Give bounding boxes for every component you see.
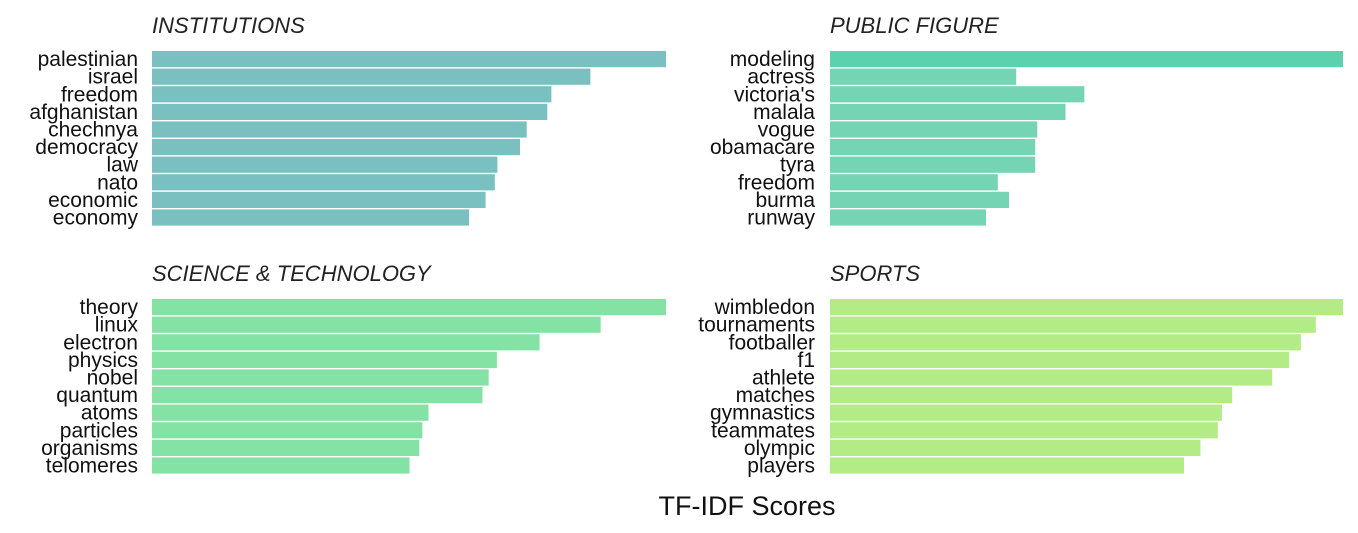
bar-nato — [152, 174, 495, 191]
y-tick-label: telomeres — [46, 455, 138, 478]
bar-f1 — [830, 351, 1290, 368]
y-tick-label: physics — [68, 349, 138, 372]
y-tick-label: runway — [747, 207, 815, 230]
bar-victoria-s — [830, 86, 1085, 103]
facets-group: INSTITUTIONSpalestinianisraelfreedomafgh… — [29, 13, 1343, 478]
bar-law — [152, 156, 498, 173]
bar-palestinian — [152, 51, 666, 68]
bar-quantum — [152, 387, 483, 404]
y-tick-label: burma — [755, 189, 815, 212]
bar-freedom — [830, 174, 998, 191]
bar-gymnastics — [830, 404, 1222, 421]
bar-theory — [152, 299, 666, 316]
y-tick-label: vogue — [758, 119, 815, 142]
bar-israel — [152, 68, 591, 85]
facet-science-technology: SCIENCE & TECHNOLOGYtheorylinuxelectronp… — [41, 261, 666, 478]
y-tick-label: freedom — [61, 83, 138, 106]
bar-matches — [830, 387, 1233, 404]
bar-chechnya — [152, 121, 527, 138]
y-tick-label: teammates — [711, 419, 815, 442]
bar-obamacare — [830, 139, 1036, 156]
y-tick-label: nobel — [87, 367, 138, 390]
y-tick-label: obamacare — [710, 136, 815, 159]
bar-democracy — [152, 139, 520, 156]
bar-wimbledon — [830, 299, 1343, 316]
y-tick-label: law — [106, 154, 138, 177]
bar-malala — [830, 103, 1066, 120]
bar-modeling — [830, 51, 1343, 68]
bar-players — [830, 457, 1184, 474]
bar-economy — [152, 209, 470, 226]
y-tick-label: matches — [736, 384, 815, 407]
facet-sports: SPORTS wimbledontournamentsfootballerf1at… — [698, 261, 1343, 478]
bar-runway — [830, 209, 986, 226]
bar-economic — [152, 191, 486, 208]
y-tick-label: economy — [53, 207, 139, 230]
y-tick-label: footballer — [729, 331, 815, 354]
bar-electron — [152, 334, 540, 351]
bar-physics — [152, 351, 497, 368]
facet-title: PUBLIC FIGURE — [830, 13, 999, 38]
bar-particles — [152, 422, 423, 439]
y-tick-label: particles — [60, 419, 138, 442]
bar-nobel — [152, 369, 489, 386]
y-tick-label: tournaments — [698, 314, 815, 337]
y-tick-label: palestinian — [38, 48, 138, 71]
facet-title: SCIENCE & TECHNOLOGY — [152, 261, 432, 286]
bar-freedom — [152, 86, 552, 103]
bar-olympic — [830, 439, 1201, 456]
facet-title: INSTITUTIONS — [152, 13, 305, 38]
bar-telomeres — [152, 457, 410, 474]
y-tick-label: athlete — [752, 367, 815, 390]
bar-burma — [830, 191, 1009, 208]
y-tick-label: players — [747, 455, 815, 478]
y-tick-label: f1 — [797, 349, 815, 372]
y-tick-label: olympic — [744, 437, 815, 460]
y-tick-label: electron — [63, 331, 138, 354]
y-tick-label: democracy — [35, 136, 138, 159]
y-tick-label: malala — [753, 101, 815, 124]
y-tick-label: actress — [747, 66, 815, 89]
y-tick-label: nato — [97, 171, 138, 194]
facet-institutions: INSTITUTIONS palestinianisraelfreedomafgh… — [29, 13, 666, 230]
bar-footballer — [830, 334, 1301, 351]
y-tick-label: economic — [48, 189, 138, 212]
bar-athlete — [830, 369, 1273, 386]
y-tick-label: victoria's — [734, 83, 815, 106]
y-tick-label: linux — [95, 314, 139, 337]
y-tick-label: organisms — [41, 437, 138, 460]
bar-organisms — [152, 439, 420, 456]
y-tick-label: freedom — [738, 171, 815, 194]
bar-vogue — [830, 121, 1038, 138]
bar-tyra — [830, 156, 1036, 173]
y-tick-label: atoms — [81, 402, 138, 425]
bar-afghanistan — [152, 103, 548, 120]
facet-title: SPORTS — [830, 261, 920, 286]
bar-tournaments — [830, 316, 1316, 333]
y-tick-label: tyra — [780, 154, 815, 177]
y-tick-label: afghanistan — [29, 101, 138, 124]
bar-actress — [830, 68, 1017, 85]
x-axis-title: TF-IDF Scores — [658, 491, 835, 521]
y-tick-label: theory — [80, 296, 139, 319]
y-tick-label: israel — [88, 66, 138, 89]
bar-atoms — [152, 404, 429, 421]
facet-public-figure: PUBLIC FIGURE modelingactressvictoria'sma… — [710, 13, 1343, 230]
y-tick-label: chechnya — [48, 119, 138, 142]
y-tick-label: modeling — [730, 48, 815, 71]
y-tick-label: gymnastics — [710, 402, 815, 425]
bar-teammates — [830, 422, 1218, 439]
y-tick-label: quantum — [56, 384, 138, 407]
y-tick-label: wimbledon — [714, 296, 815, 319]
bar-linux — [152, 316, 601, 333]
